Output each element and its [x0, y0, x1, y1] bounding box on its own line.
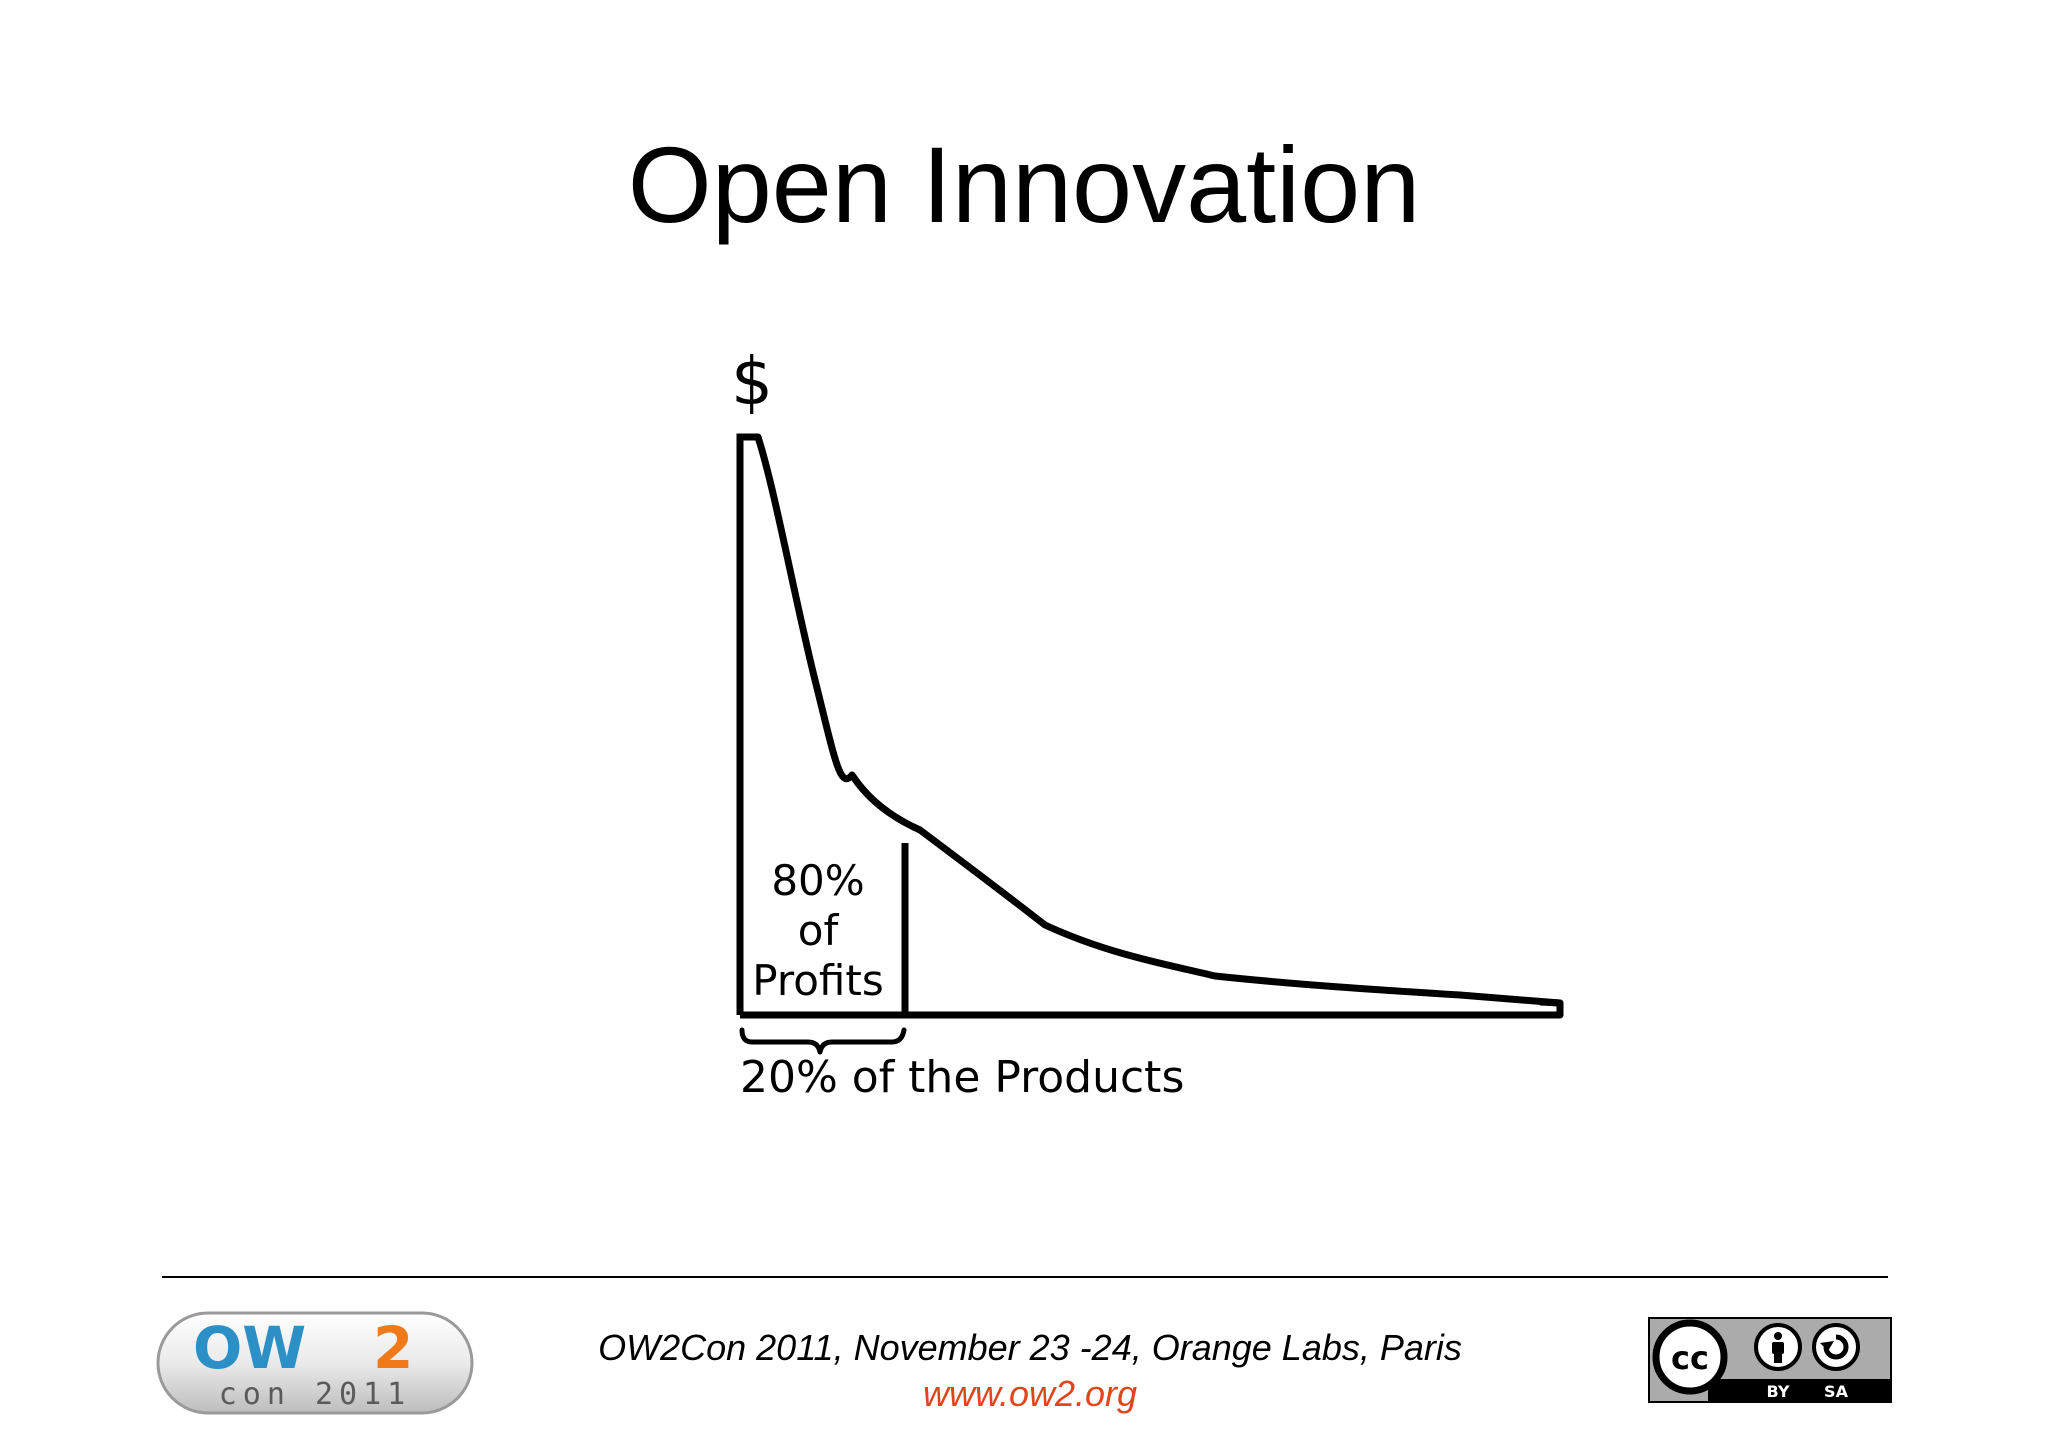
share-alike-icon [1812, 1323, 1860, 1371]
slide-title: Open Innovation [627, 124, 1421, 245]
website-link[interactable]: www.ow2.org [922, 1373, 1138, 1414]
footer-divider [162, 1276, 1888, 1278]
region-label-line-1: 80% [771, 856, 864, 905]
cc-by-sa-badge: cc BY SA [1648, 1317, 1892, 1403]
bracket-label: 20% of the Products [740, 1052, 1184, 1103]
region-label-line-3: Profits [752, 956, 883, 1005]
region-label-line-2: of [798, 906, 840, 955]
y-axis-dollar-label: $ [731, 343, 773, 420]
ow2con-logo: OW 2 con 2011 [156, 1311, 474, 1415]
logo-ow-text: OW [193, 1314, 306, 1382]
footer-text: OW2Con 2011, November 23 -24, Orange Lab… [520, 1325, 1540, 1417]
svg-text:cc: cc [1671, 1339, 1709, 1377]
long-tail-curve [754, 433, 1564, 1007]
sa-label: SA [1824, 1382, 1849, 1401]
cc-icon: cc [1652, 1319, 1728, 1395]
event-caption: OW2Con 2011, November 23 -24, Orange Lab… [598, 1327, 1462, 1368]
logo-2-text: 2 [373, 1314, 413, 1382]
vertical-axis [736, 433, 758, 1015]
bracket [739, 1027, 907, 1055]
by-label: BY [1767, 1382, 1790, 1401]
logo-con-text: con 2011 [219, 1377, 412, 1412]
attribution-icon [1754, 1323, 1802, 1371]
